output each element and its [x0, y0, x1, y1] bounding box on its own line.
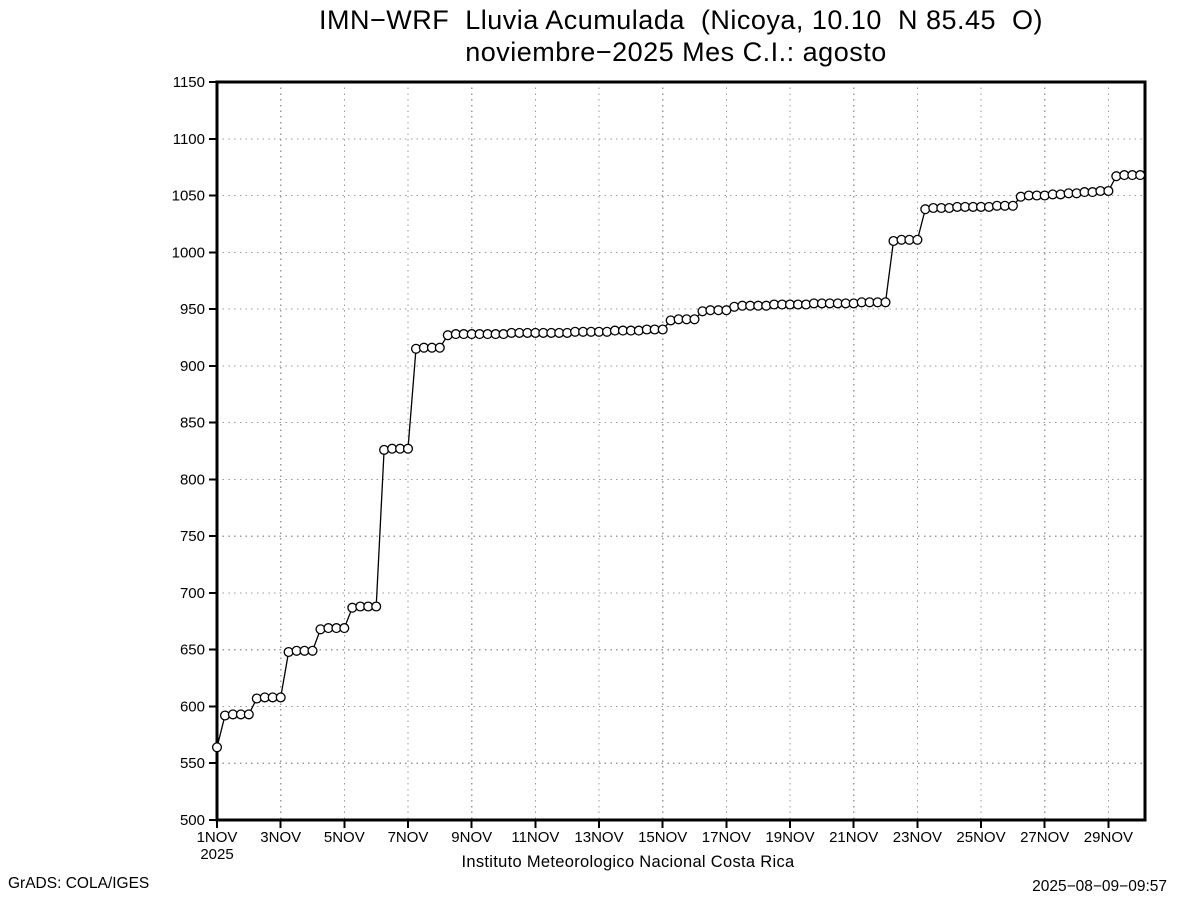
x-tick-label: 1NOV [197, 829, 238, 846]
y-tick-label: 900 [180, 358, 205, 375]
data-point [1103, 185, 1114, 197]
data-point [371, 601, 382, 612]
y-tick-label: 850 [180, 415, 205, 432]
y-tick-label: 750 [180, 528, 205, 545]
y-tick-label: 800 [180, 471, 205, 488]
data-point [1007, 200, 1018, 211]
chart-subtitle: noviembre−2025 Mes C.I.: agosto [465, 37, 887, 67]
data-point [920, 204, 931, 215]
y-tick-label: 650 [180, 642, 205, 659]
data-point [657, 324, 668, 335]
data-point [498, 329, 509, 340]
y-tick-label: 950 [180, 301, 205, 318]
y-axis-ticks: 500 550 600 650 700 750 800 850 900 950 1000 1050 11… [172, 74, 217, 829]
y-tick-label: 1000 [172, 244, 205, 261]
data-point [211, 742, 223, 753]
series-line [216, 174, 1141, 748]
chart-title: IMN−WRF Lluvia Acumulada (Nicoya, 10.10 … [318, 5, 1044, 35]
x-tick-label: 5NOV [324, 829, 365, 846]
grads-credit: GrADS: COLA/IGES [8, 875, 150, 892]
x-tick-label: 17NOV [702, 829, 751, 846]
gridlines [217, 82, 1145, 820]
data-point [912, 234, 923, 245]
x-tick-label: 11NOV [511, 829, 559, 846]
data-point [402, 443, 414, 454]
data-point [283, 646, 294, 658]
x-tick-label: 13NOV [574, 829, 623, 846]
data-point [347, 602, 358, 613]
y-tick-label: 1150 [173, 74, 205, 91]
data-point [379, 444, 390, 455]
x-tick-label: 21NOV [829, 829, 878, 846]
timestamp: 2025−08−09−09:57 [1032, 878, 1167, 895]
y-tick-label: 600 [180, 699, 205, 716]
x-tick-label: 29NOV [1084, 829, 1133, 846]
data-point [888, 235, 899, 247]
data-point [1135, 170, 1146, 181]
data-point [434, 342, 445, 353]
x-tick-sublabel: 2025 [200, 846, 233, 863]
data-point [307, 645, 318, 656]
y-tick-label: 550 [180, 755, 205, 772]
x-tick-label: 27NOV [1020, 829, 1069, 846]
x-tick-label: 19NOV [765, 829, 814, 846]
plot-frame [215, 80, 1147, 822]
data-point [339, 623, 350, 634]
x-tick-label: 15NOV [638, 829, 687, 846]
x-tick-label: 25NOV [956, 829, 1005, 846]
data-point [880, 297, 891, 308]
y-tick-label: 500 [180, 812, 205, 829]
data-point [689, 314, 700, 325]
data-points [211, 170, 1146, 753]
x-tick-label: 9NOV [451, 829, 492, 846]
data-point [1015, 191, 1026, 202]
data-point [275, 692, 286, 703]
y-tick-label: 1100 [173, 131, 205, 148]
data-point [243, 709, 254, 720]
x-tick-label: 7NOV [388, 829, 429, 846]
x-axis-caption: Instituto Meteorologico Nacional Costa R… [461, 853, 795, 871]
x-tick-label: 23NOV [893, 829, 942, 846]
y-tick-label: 700 [180, 585, 205, 602]
x-tick-label: 3NOV [260, 829, 301, 846]
y-tick-label: 1050 [172, 188, 205, 205]
